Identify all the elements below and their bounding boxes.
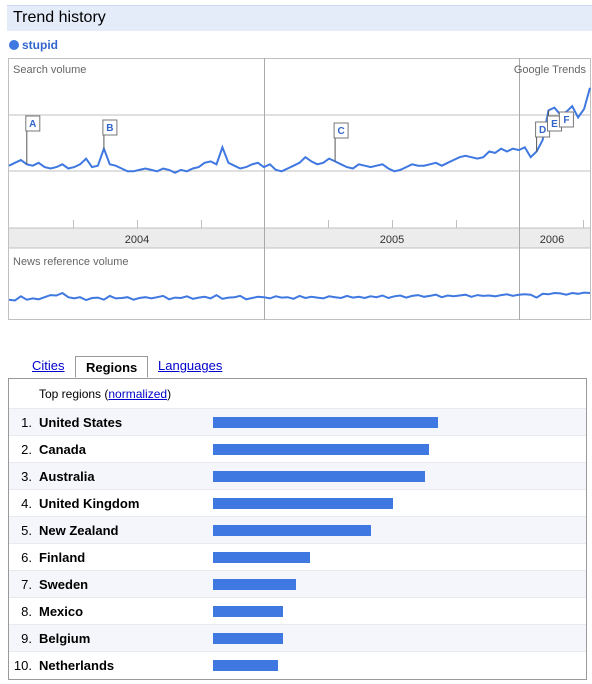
region-name: Sweden: [39, 577, 89, 592]
region-rank: 6.: [21, 550, 32, 565]
regions-header: Top regions (normalized): [39, 387, 171, 401]
region-bar: [213, 498, 393, 509]
breakdown-tabs: Cities Regions Languages: [8, 356, 591, 380]
region-name: Belgium: [39, 631, 91, 646]
region-row: 1. United States: [9, 408, 586, 435]
x-axis-band: [8, 227, 591, 249]
search-volume-line: [8, 87, 591, 174]
regions-panel: Top regions (normalized) 1. United States…: [8, 378, 587, 680]
region-rank: 9.: [21, 631, 32, 646]
region-row: 5. New Zealand: [9, 516, 586, 543]
chart-frame: [8, 58, 591, 320]
page-title: Trend history: [13, 9, 106, 26]
region-bar: [213, 660, 278, 671]
region-name: Canada: [39, 442, 86, 457]
annotation-flag: [25, 115, 41, 132]
annotation-flag: [333, 122, 349, 139]
trend-chart-svg: 2004 2005 2006 Search volume Google Trends Ne…: [8, 58, 591, 320]
region-name: Netherlands: [39, 658, 115, 673]
trend-history-header: Trend history: [7, 5, 592, 31]
region-row: 3. Australia: [9, 462, 586, 489]
region-row: 10. Netherlands: [9, 651, 586, 678]
annotation-letter: D: [539, 125, 546, 136]
google-trends-label: Google Trends: [514, 64, 587, 76]
annotation-letter: A: [29, 119, 36, 130]
annotation-flag: [558, 111, 574, 128]
year-label: 2005: [380, 234, 404, 246]
annotation-letter: F: [563, 115, 569, 126]
region-bar: [213, 633, 283, 644]
region-rank: 4.: [21, 496, 32, 511]
regions-header-prefix: Top regions (: [39, 387, 109, 401]
year-label: 2006: [540, 234, 564, 246]
region-row: 9. Belgium: [9, 624, 586, 651]
series-dot-icon: [9, 40, 19, 50]
region-name: United States: [39, 415, 123, 430]
search-volume-label: Search volume: [13, 64, 86, 76]
regions-header-suffix: ): [167, 387, 172, 401]
annotation-flag: [102, 119, 118, 136]
tab-languages[interactable]: Languages: [158, 358, 223, 373]
region-rank: 2.: [21, 442, 32, 457]
region-rank: 1.: [21, 415, 32, 430]
region-name: Finland: [39, 550, 86, 565]
series-legend: stupid: [9, 38, 58, 52]
region-bar: [213, 471, 425, 482]
region-rank: 3.: [21, 469, 32, 484]
region-bar: [213, 525, 371, 536]
tab-cities[interactable]: Cities: [32, 358, 65, 373]
region-rank: 10.: [13, 658, 32, 673]
region-bar: [213, 444, 429, 455]
annotation-letter: B: [106, 123, 113, 134]
annotation-letter: C: [337, 126, 344, 137]
series-term: stupid: [22, 38, 58, 52]
region-row: 2. Canada: [9, 435, 586, 462]
news-volume-label: News reference volume: [13, 256, 129, 268]
region-bar: [213, 417, 438, 428]
region-name: New Zealand: [39, 523, 119, 538]
region-rank: 8.: [21, 604, 32, 619]
region-bar: [213, 552, 310, 563]
region-name: United Kingdom: [39, 496, 140, 511]
region-row: 7. Sweden: [9, 570, 586, 597]
region-row: 8. Mexico: [9, 597, 586, 624]
region-rank: 5.: [21, 523, 32, 538]
region-name: Australia: [39, 469, 95, 484]
year-label: 2004: [125, 234, 149, 246]
region-row: 4. United Kingdom: [9, 489, 586, 516]
trend-chart: 2004 2005 2006 Search volume Google Trends Ne…: [8, 58, 591, 320]
normalized-link[interactable]: normalized: [108, 387, 168, 401]
tab-regions[interactable]: Regions: [75, 356, 149, 378]
region-row: 6. Finland: [9, 543, 586, 570]
region-bar: [213, 606, 283, 617]
annotation-letter: E: [551, 119, 558, 130]
news-volume-line: [8, 291, 591, 302]
region-rank: 7.: [21, 577, 32, 592]
region-name: Mexico: [39, 604, 84, 619]
region-bar: [213, 579, 296, 590]
